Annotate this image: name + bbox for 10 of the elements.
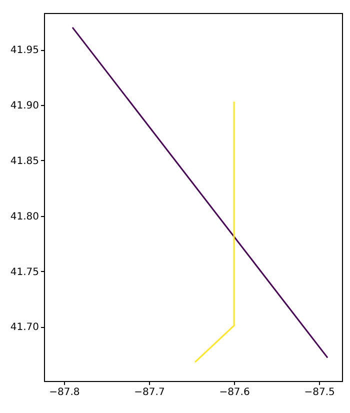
y-tick-label: 41.95 [10, 45, 39, 56]
y-tick-label: 41.80 [10, 211, 39, 222]
y-tick-label: 41.90 [10, 100, 39, 112]
y-tick-label: 41.85 [10, 156, 39, 167]
x-tick-label: −87.8 [49, 387, 80, 398]
x-tick-label: −87.7 [134, 387, 165, 398]
x-tick-label: −87.5 [304, 387, 335, 398]
x-tick-label: −87.6 [219, 387, 250, 398]
y-tick-label: 41.70 [10, 322, 39, 334]
y-tick-label: 41.75 [10, 266, 39, 278]
